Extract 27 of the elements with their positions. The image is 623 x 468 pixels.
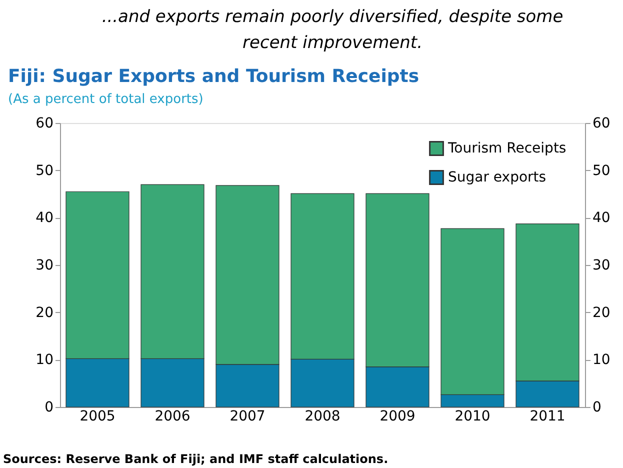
chart-title: Fiji: Sugar Exports and Tourism Receipts [8, 66, 420, 87]
y-tick-label: 0 [44, 400, 54, 416]
text: ...and exports remain poorly diversified, despite some recent improvement. [102, 7, 564, 53]
y2-tick-label: 0 [592, 400, 602, 416]
legend-label: Sugar exports [448, 170, 546, 186]
source-note: Sources: Reserve Bank of Fiji; and IMF staff calculations. [3, 452, 388, 466]
y-tick-label: 40 [36, 210, 54, 226]
y-tick-label: 50 [36, 162, 54, 179]
y2-tick-label: 40 [592, 210, 610, 226]
chart-subtitle: (As a percent of total exports) [8, 92, 204, 107]
y2-tick-label: 10 [592, 352, 610, 368]
x-tick-label: 2009 [380, 408, 416, 424]
y2-tick-label: 30 [592, 258, 610, 274]
y-tick-label: 20 [36, 304, 54, 321]
x-tick-label: 2007 [230, 408, 266, 424]
x-tick-label: 2005 [80, 408, 116, 424]
y-tick-label: 10 [36, 352, 54, 368]
x-tick-label: 2008 [304, 408, 340, 424]
x-tick-label: 2006 [154, 408, 190, 424]
y2-tick-label: 50 [592, 162, 610, 179]
legend-label: Tourism Receipts [447, 140, 566, 156]
y2-tick-label: 60 [592, 116, 610, 132]
x-tick-label: 2010 [454, 408, 490, 424]
y2-tick-label: 20 [592, 304, 610, 321]
y-tick-label: 60 [36, 116, 54, 132]
y-tick-label: 30 [36, 258, 54, 274]
x-tick-label: 2011 [530, 408, 566, 424]
